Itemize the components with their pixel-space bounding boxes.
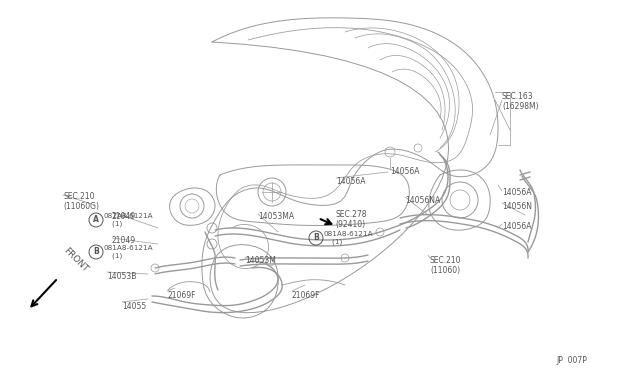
Text: SEC.210
(11060): SEC.210 (11060): [430, 256, 461, 275]
Text: B: B: [313, 234, 319, 243]
Text: 14053B: 14053B: [107, 272, 136, 281]
Text: 14056A: 14056A: [336, 177, 365, 186]
Text: 14053M: 14053M: [245, 256, 276, 265]
Text: A: A: [93, 215, 99, 224]
Text: 21049: 21049: [112, 236, 136, 245]
Text: SEC.210
(11060G): SEC.210 (11060G): [63, 192, 99, 211]
Text: FRONT: FRONT: [62, 246, 90, 274]
Text: SEC.163
(16298M): SEC.163 (16298M): [502, 92, 539, 111]
Text: B: B: [93, 247, 99, 257]
Text: 081A8-6121A
    (1): 081A8-6121A (1): [323, 231, 372, 245]
Text: 14055: 14055: [122, 302, 147, 311]
Text: 081A8-6121A
    (1): 081A8-6121A (1): [103, 245, 152, 259]
Text: 21049: 21049: [112, 212, 136, 221]
Text: 14056A: 14056A: [390, 167, 419, 176]
Text: JP  007P: JP 007P: [556, 356, 587, 365]
Text: 21069F: 21069F: [167, 291, 195, 300]
Text: 21069F: 21069F: [292, 291, 321, 300]
Text: 14053MA: 14053MA: [258, 212, 294, 221]
Text: 14056N: 14056N: [502, 202, 532, 211]
Text: SEC.278
(92410): SEC.278 (92410): [335, 210, 367, 230]
Text: 14056NA: 14056NA: [405, 196, 440, 205]
Text: 14056A: 14056A: [502, 188, 531, 197]
Text: 14056A: 14056A: [502, 222, 531, 231]
Text: 081A8-6121A
    (1): 081A8-6121A (1): [103, 213, 152, 227]
